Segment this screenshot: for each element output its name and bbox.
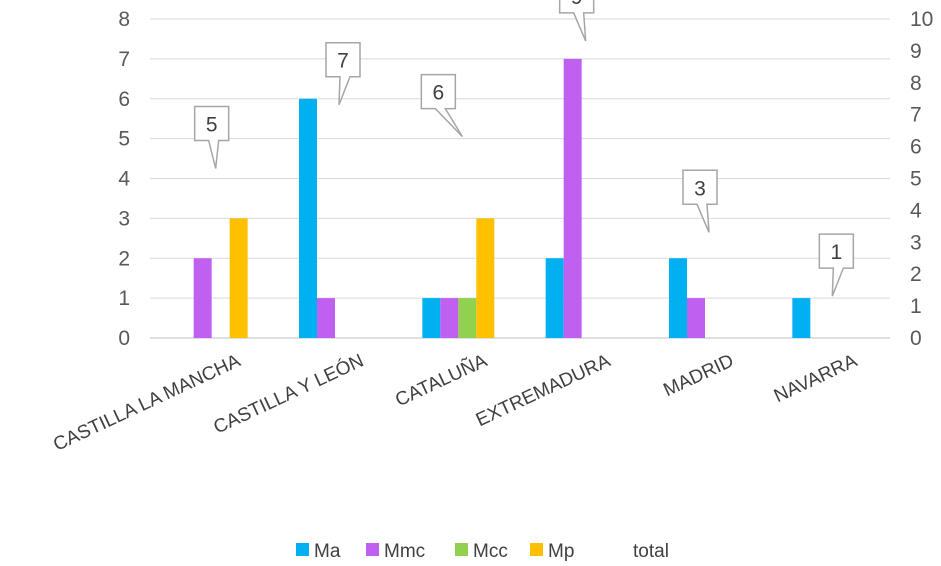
y2-tick-label: 3 bbox=[910, 231, 922, 254]
y2-tick-label: 2 bbox=[910, 263, 922, 286]
bar-mp-2 bbox=[476, 218, 495, 338]
total-label: 7 bbox=[337, 50, 349, 73]
total-callout: 9 bbox=[558, 0, 595, 42]
total-label: 6 bbox=[432, 82, 444, 105]
legend-item-mmc: Mmc bbox=[366, 541, 425, 562]
bar-ma-4 bbox=[669, 258, 687, 338]
secondary-y-axis-ticks: 0 1 2 3 4 5 6 7 8 9 10 bbox=[910, 8, 933, 350]
bar-ma-1 bbox=[299, 98, 317, 338]
legend-item-total: total bbox=[633, 541, 669, 562]
category-label: CASTILLA LA MANCHA bbox=[50, 350, 244, 455]
y2-tick-label: 6 bbox=[910, 136, 922, 159]
callout-box bbox=[818, 233, 855, 297]
bar-mmc-2 bbox=[440, 298, 459, 338]
total-label: 5 bbox=[206, 114, 218, 137]
y-tick-label: 4 bbox=[118, 168, 130, 191]
y-axis-ticks: 0 1 2 3 4 5 6 7 8 bbox=[118, 8, 130, 350]
bars bbox=[193, 58, 811, 338]
legend-swatch bbox=[296, 543, 309, 556]
category-label: EXTREMADURA bbox=[473, 350, 614, 431]
category-label: NAVARRA bbox=[771, 350, 861, 407]
y-tick-label: 7 bbox=[118, 48, 130, 71]
y2-tick-label: 1 bbox=[910, 295, 922, 318]
y-tick-label: 1 bbox=[118, 287, 130, 310]
legend-label: Ma bbox=[314, 541, 341, 562]
y2-tick-label: 8 bbox=[910, 72, 922, 95]
total-label: 1 bbox=[830, 241, 842, 264]
legend-item-mp: Mp bbox=[530, 541, 574, 562]
y2-tick-label: 7 bbox=[910, 104, 922, 127]
legend-swatch bbox=[530, 543, 543, 556]
y2-tick-label: 5 bbox=[910, 168, 922, 191]
callout-box bbox=[558, 0, 595, 42]
legend-swatch bbox=[455, 543, 468, 556]
y-tick-label: 2 bbox=[118, 247, 130, 270]
bar-ma-3 bbox=[545, 258, 564, 338]
legend-label: Mmc bbox=[384, 541, 425, 562]
bar-mp-0 bbox=[229, 218, 248, 338]
y-tick-label: 5 bbox=[118, 128, 130, 151]
total-callout: 1 bbox=[818, 233, 855, 297]
legend-item-ma: Ma bbox=[296, 541, 341, 562]
bar-ma-2 bbox=[422, 298, 441, 338]
legend-swatch bbox=[366, 543, 379, 556]
total-callout: 6 bbox=[420, 73, 463, 138]
legend-label: Mcc bbox=[473, 541, 508, 562]
bar-mmc-1 bbox=[317, 298, 335, 338]
bar-mcc-2 bbox=[458, 298, 477, 338]
y2-tick-label: 4 bbox=[910, 199, 922, 222]
total-callout: 7 bbox=[325, 41, 361, 105]
y-tick-label: 6 bbox=[118, 88, 130, 111]
category-label: MADRID bbox=[660, 350, 737, 401]
callout-box bbox=[420, 73, 463, 138]
callout-box bbox=[193, 105, 230, 169]
total-label: 3 bbox=[694, 177, 706, 200]
y-tick-label: 3 bbox=[118, 207, 130, 230]
category-label: CATALUÑA bbox=[392, 349, 491, 411]
total-callout: 3 bbox=[682, 169, 718, 233]
total-callout: 5 bbox=[193, 105, 230, 169]
y2-tick-label: 9 bbox=[910, 40, 922, 63]
y-tick-label: 8 bbox=[118, 8, 130, 31]
y-tick-label: 0 bbox=[118, 327, 130, 350]
legend-label: Mp bbox=[548, 541, 574, 562]
y2-tick-label: 10 bbox=[910, 8, 933, 31]
bar-ma-5 bbox=[792, 298, 811, 338]
legend-item-mcc: Mcc bbox=[455, 541, 508, 562]
bar-mmc-3 bbox=[563, 58, 582, 338]
bar-mmc-0 bbox=[193, 258, 212, 338]
legend: Ma Mmc Mcc Mp total bbox=[296, 541, 669, 562]
total-callouts: 5 7 6 9 3 1 bbox=[193, 0, 855, 297]
bar-mmc-4 bbox=[687, 298, 705, 338]
legend-label: total bbox=[633, 541, 669, 562]
y2-tick-label: 0 bbox=[910, 327, 922, 350]
callout-box bbox=[682, 169, 718, 233]
gridlines bbox=[150, 18, 890, 339]
callout-box bbox=[325, 41, 361, 105]
total-label: 9 bbox=[571, 0, 583, 9]
